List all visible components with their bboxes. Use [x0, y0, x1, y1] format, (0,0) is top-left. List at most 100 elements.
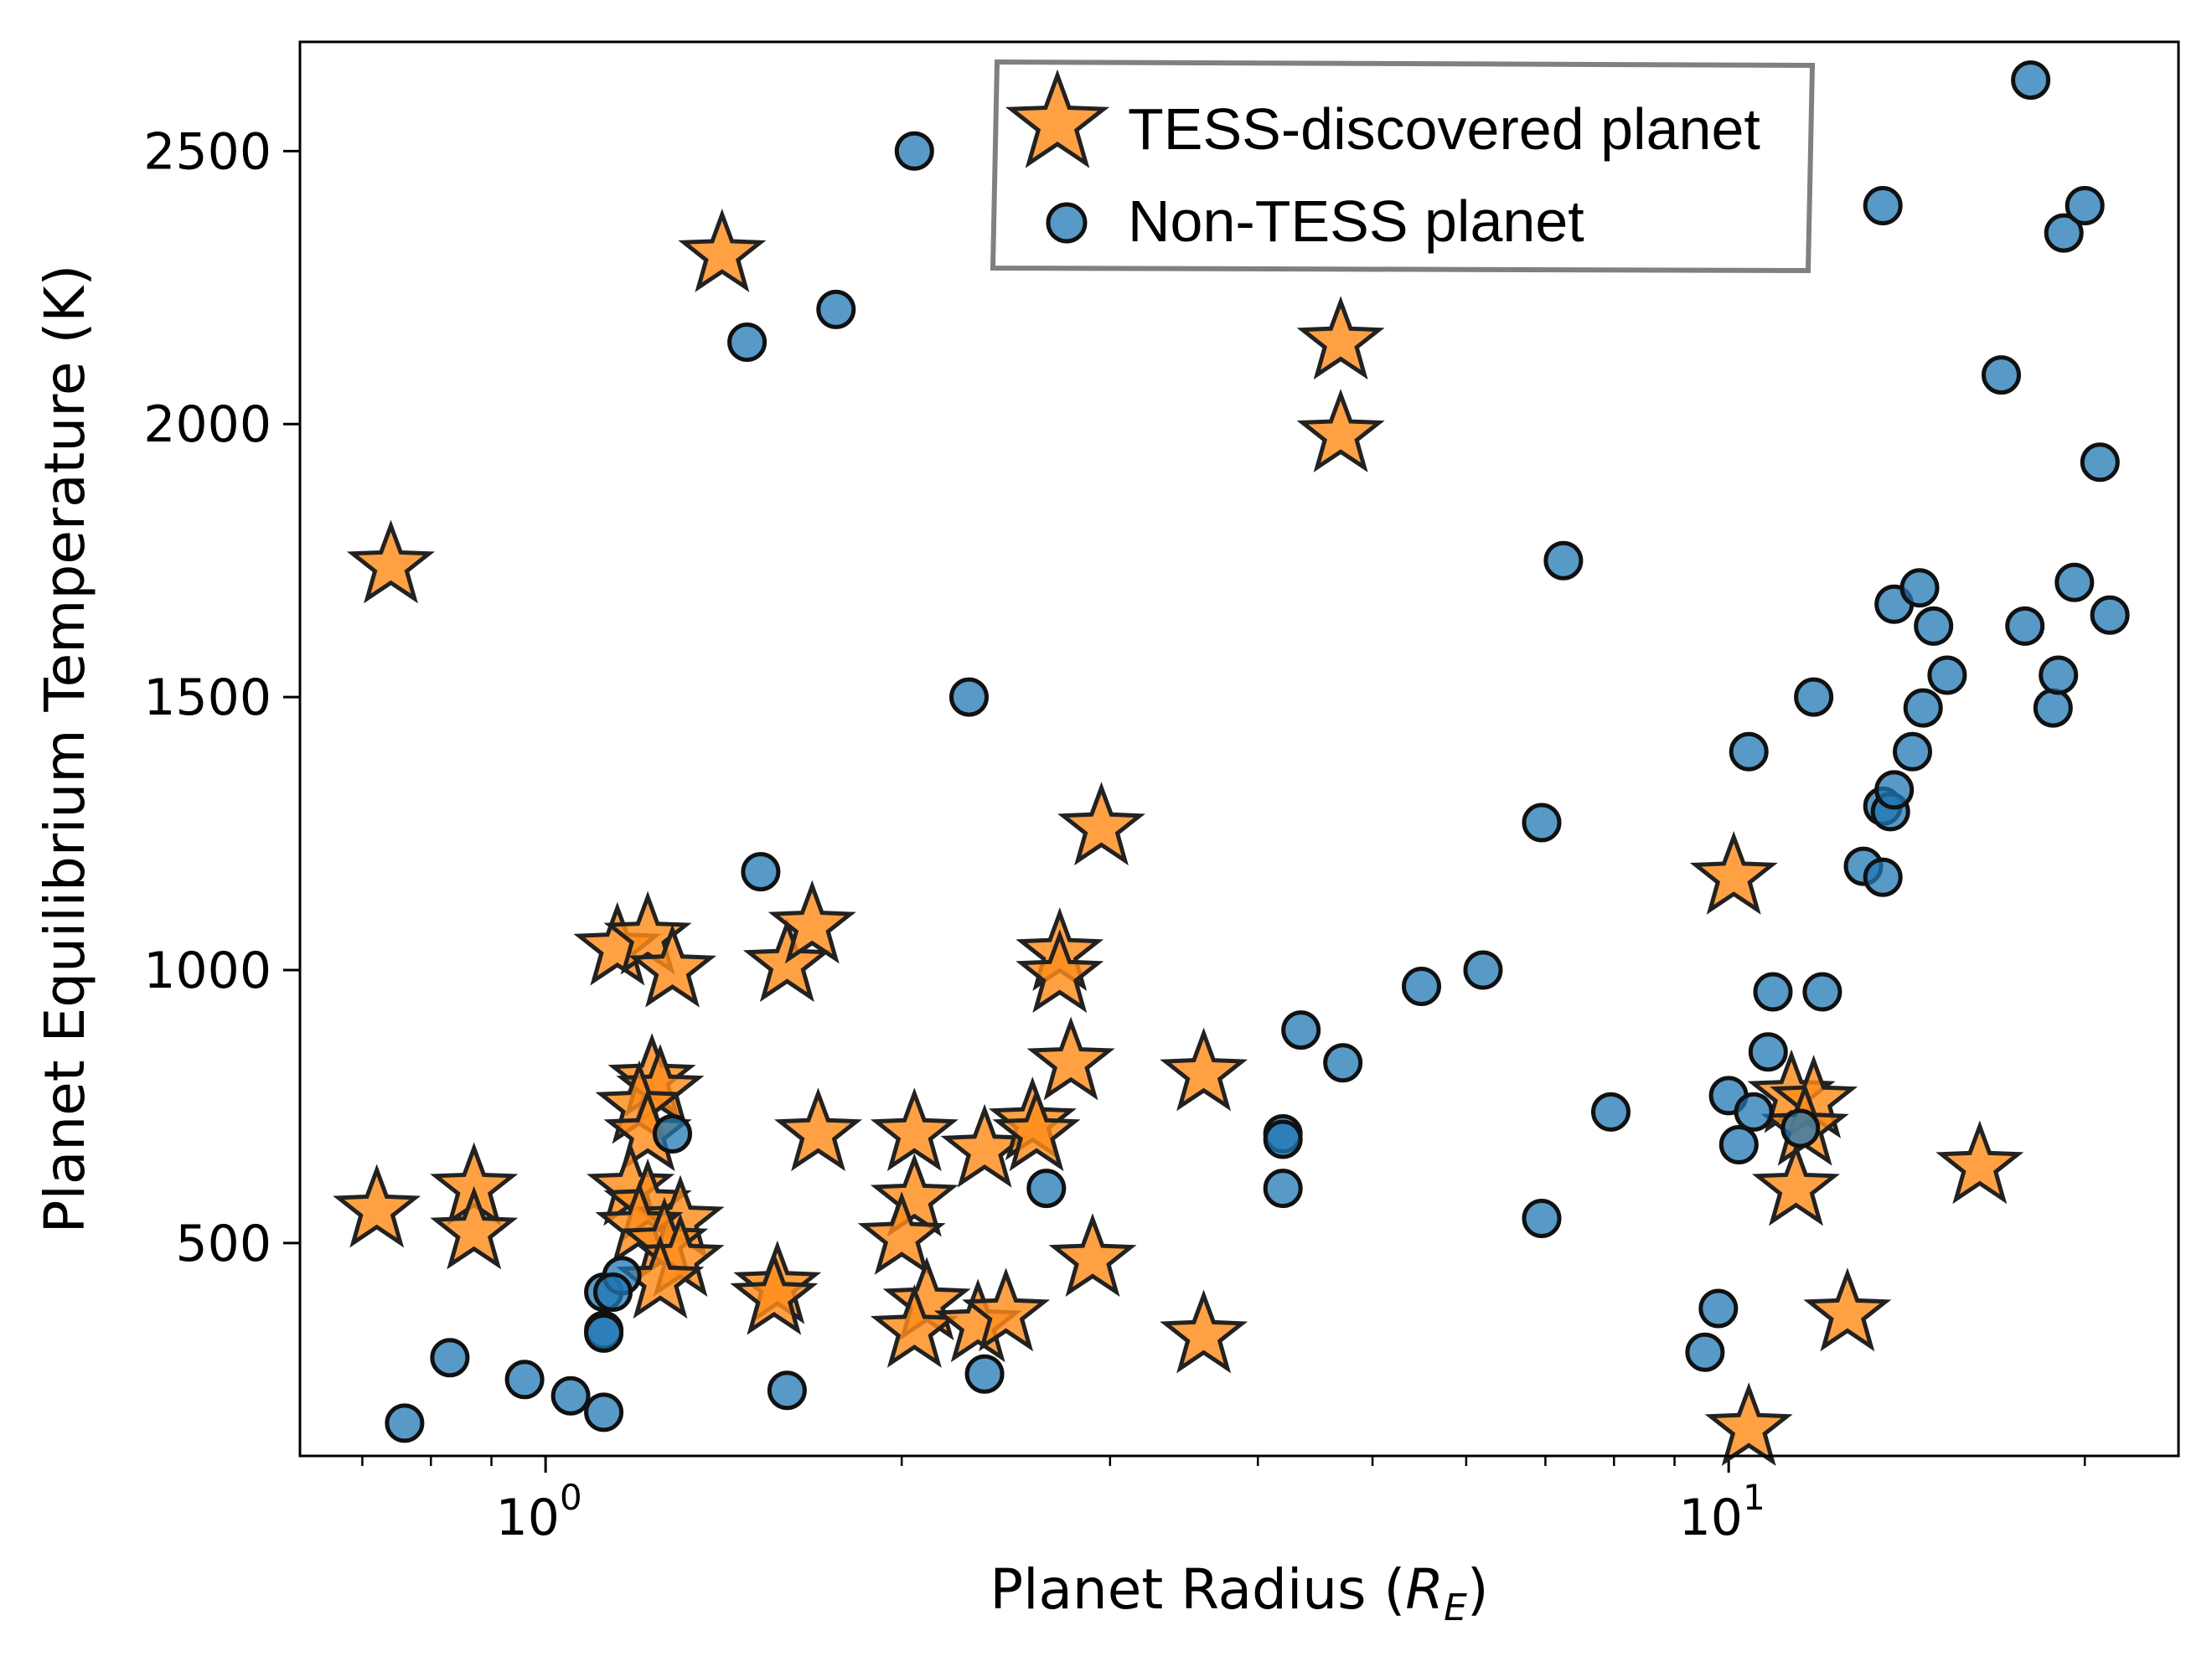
non-tess-planet-marker: [1893, 731, 1932, 772]
y-axis-label: Planet Equilibrium Temperature (K): [33, 265, 97, 1234]
tess-series: [333, 208, 2024, 1467]
x-axis-label: Planet Radius (RE): [990, 1557, 1488, 1629]
non-tess-planet-marker: [1982, 355, 2021, 395]
tess-planet-marker: [1048, 1213, 1137, 1298]
non-tess-planet-marker: [385, 1403, 425, 1443]
tess-planet-marker: [1057, 782, 1146, 866]
tess-planet-marker: [992, 1087, 1081, 1172]
tess-planet-marker: [603, 890, 692, 975]
tess-planet-marker: [870, 1087, 959, 1172]
x-minor-ticks: [361, 1456, 2086, 1466]
legend: TESS-discovered planet Non-TESS planet: [990, 59, 1816, 274]
non-tess-series: [385, 60, 2130, 1443]
non-tess-planet-marker: [1863, 186, 1903, 225]
non-tess-planet-marker: [504, 1360, 545, 1400]
x-axis-ticks: 100 101: [496, 1456, 1765, 1547]
non-tess-planet-marker: [1263, 1119, 1303, 1159]
legend-label-non-tess: Non-TESS planet: [1128, 188, 1584, 254]
non-tess-planet-marker: [2080, 442, 2120, 483]
tess-planet-marker: [1160, 1289, 1248, 1374]
tess-planet-marker: [1751, 1142, 1840, 1226]
x-axis-label-text: Planet Radius (: [990, 1557, 1405, 1622]
tess-planet-marker: [1803, 1267, 1892, 1352]
non-tess-planet-marker: [2044, 213, 2084, 253]
tess-planet-marker: [1016, 929, 1104, 1014]
non-tess-planet-marker: [584, 1313, 624, 1353]
legend-label-tess: TESS-discovered planet: [1128, 96, 1760, 162]
tess-planet-marker: [333, 1164, 421, 1248]
non-tess-planet-marker: [1463, 950, 1503, 990]
tess-planet-marker: [1026, 1016, 1115, 1101]
non-tess-planet-marker: [1323, 1043, 1363, 1083]
non-tess-planet-marker: [1685, 1332, 1725, 1372]
legend-dot-marker: [1046, 202, 1088, 244]
non-tess-planet-marker: [1543, 540, 1584, 581]
non-tess-planet-marker: [1729, 731, 1769, 772]
non-tess-planet-marker: [949, 677, 989, 717]
tess-planet-marker: [1704, 1382, 1793, 1467]
plot-frame: [298, 40, 2180, 1458]
non-tess-planet-marker: [2011, 60, 2051, 101]
non-tess-planet-marker: [2039, 655, 2079, 695]
non-tess-planet-marker: [741, 852, 781, 892]
tess-planet-marker: [678, 208, 767, 292]
tess-planet-marker: [1296, 296, 1385, 380]
non-tess-planet-marker: [1753, 972, 1793, 1012]
non-tess-planet-marker: [1734, 1092, 1774, 1132]
non-tess-planet-marker: [2033, 688, 2073, 728]
non-tess-planet-marker: [894, 131, 934, 171]
y-axis-ticks: 500 1000 1500 2000 2500: [143, 122, 300, 1273]
y-tick-label: 500: [175, 1215, 271, 1273]
non-tess-planet-marker: [550, 1376, 591, 1416]
non-tess-planet-marker: [1903, 688, 1943, 728]
non-tess-planet-marker: [1698, 1288, 1739, 1329]
non-tess-planet-marker: [1780, 1108, 1821, 1148]
non-tess-planet-marker: [1402, 967, 1441, 1006]
non-tess-planet-marker: [593, 1272, 633, 1312]
tess-planet-marker: [1936, 1120, 2024, 1205]
non-tess-planet-marker: [1281, 1010, 1321, 1050]
non-tess-planet-marker: [1863, 857, 1903, 897]
non-tess-planet-marker: [584, 1392, 624, 1432]
tess-planet-marker: [774, 1087, 863, 1172]
non-tess-planet-marker: [1802, 972, 1842, 1012]
non-tess-planet-marker: [2090, 595, 2130, 635]
tess-planet-marker: [1689, 830, 1778, 915]
non-tess-planet-marker: [653, 1114, 692, 1154]
tess-planet-marker: [1160, 1027, 1248, 1112]
non-tess-planet-marker: [1927, 655, 1967, 695]
non-tess-planet-marker: [1026, 1169, 1067, 1209]
tess-planet-marker: [857, 1191, 946, 1275]
non-tess-planet-marker: [2054, 562, 2095, 602]
non-tess-planet-marker: [816, 289, 856, 329]
non-tess-planet-marker: [767, 1370, 807, 1411]
tess-planet-marker: [767, 880, 856, 964]
non-tess-planet-marker: [727, 323, 767, 362]
x-axis-label-close: ): [1467, 1557, 1489, 1622]
tess-planet-marker: [730, 1251, 819, 1335]
legend-box: [990, 59, 1816, 274]
non-tess-planet-marker: [2005, 606, 2045, 646]
tess-planet-marker: [628, 923, 717, 1008]
legend-star-marker: [1005, 69, 1110, 168]
x-tick-label: 100: [496, 1477, 582, 1547]
non-tess-planet-marker: [1914, 606, 1954, 646]
non-tess-planet-marker: [1591, 1092, 1631, 1132]
non-tess-planet-marker: [1794, 677, 1834, 717]
legend-star-shape: [1005, 69, 1110, 168]
non-tess-planet-marker: [1748, 1032, 1788, 1072]
tess-planet-marker: [962, 1267, 1051, 1352]
non-tess-planet-marker: [1874, 770, 1915, 810]
x-axis-label-symbol: R: [1405, 1557, 1444, 1622]
non-tess-planet-marker: [2065, 186, 2105, 225]
non-tess-planet-marker: [1522, 1199, 1562, 1238]
y-tick-label: 1000: [143, 942, 271, 1000]
y-tick-label: 1500: [143, 668, 271, 727]
non-tess-planet-marker: [1522, 803, 1562, 843]
tess-planet-marker: [1296, 389, 1385, 472]
non-tess-planet-marker: [430, 1338, 470, 1378]
tess-planet-marker: [430, 1185, 519, 1270]
x-tick-label: 101: [1679, 1477, 1765, 1547]
y-tick-label: 2500: [143, 122, 271, 181]
